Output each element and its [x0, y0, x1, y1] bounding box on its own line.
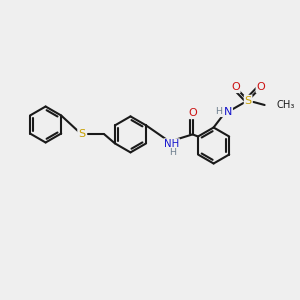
- Text: S: S: [244, 95, 252, 106]
- Text: O: O: [231, 82, 240, 92]
- Text: CH₃: CH₃: [276, 100, 294, 110]
- Text: O: O: [188, 108, 197, 118]
- Text: H: H: [169, 148, 176, 157]
- Text: H: H: [215, 107, 223, 116]
- Text: O: O: [256, 82, 265, 92]
- Text: N: N: [224, 107, 232, 117]
- Text: NH: NH: [164, 139, 179, 149]
- Text: S: S: [78, 129, 85, 140]
